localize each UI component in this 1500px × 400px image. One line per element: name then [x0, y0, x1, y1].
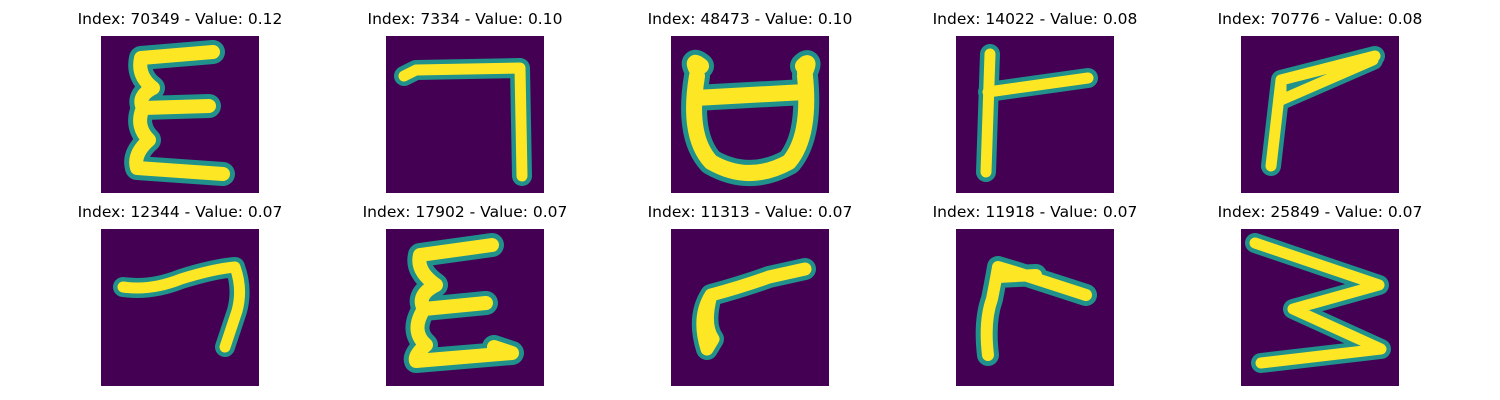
panel-title: Index: 11313 - Value: 0.07 — [647, 203, 853, 221]
panel-title: Index: 17902 - Value: 0.07 — [362, 203, 568, 221]
glyph-image — [386, 36, 544, 193]
glyph-reverse-gamma — [976, 44, 1098, 182]
panel-1: Index: 70349 - Value: 0.12 — [70, 8, 290, 198]
panel-title: Index: 25849 - Value: 0.07 — [1217, 203, 1423, 221]
glyph-bowl — [681, 50, 821, 186]
panel-title: Index: 70349 - Value: 0.12 — [77, 10, 283, 28]
glyph-arrow-gamma — [975, 256, 1097, 366]
panel-title: Index: 14022 - Value: 0.08 — [932, 10, 1138, 28]
glyph-image — [386, 229, 544, 386]
glyph-image — [101, 36, 259, 193]
glyph-image — [1241, 229, 1399, 386]
panel-title: Index: 70776 - Value: 0.08 — [1217, 10, 1423, 28]
glyph-image — [1241, 36, 1399, 193]
glyph-epsilon-3 — [403, 233, 524, 373]
panel-6: Index: 12344 - Value: 0.07 — [70, 201, 290, 391]
glyph-image — [671, 36, 829, 193]
panel-5: Index: 70776 - Value: 0.08 — [1210, 8, 1430, 198]
panel-8: Index: 11313 - Value: 0.07 — [640, 201, 860, 391]
glyph-slanted-gamma — [1261, 46, 1385, 176]
panel-title: Index: 11918 - Value: 0.07 — [932, 203, 1138, 221]
glyph-reverse-gamma-curved — [691, 258, 816, 360]
glyph-image — [956, 36, 1114, 193]
glyph-image — [101, 229, 259, 386]
glyph-zigzag-three — [1245, 233, 1391, 373]
glyph-epsilon-3 — [124, 40, 235, 186]
panel-4: Index: 14022 - Value: 0.08 — [925, 8, 1145, 198]
glyph-image — [671, 229, 829, 386]
panel-title: Index: 48473 - Value: 0.10 — [647, 10, 853, 28]
panel-title: Index: 7334 - Value: 0.10 — [367, 10, 563, 28]
glyph-seven-corner — [394, 58, 532, 186]
panel-10: Index: 25849 - Value: 0.07 — [1210, 201, 1430, 391]
panel-7: Index: 17902 - Value: 0.07 — [355, 201, 575, 391]
panel-3: Index: 48473 - Value: 0.10 — [640, 8, 860, 198]
panel-title: Index: 12344 - Value: 0.07 — [77, 203, 283, 221]
panel-2: Index: 7334 - Value: 0.10 — [355, 8, 575, 198]
glyph-hook-seven — [113, 257, 250, 357]
panel-9: Index: 11918 - Value: 0.07 — [925, 201, 1145, 391]
glyph-image — [956, 229, 1114, 386]
